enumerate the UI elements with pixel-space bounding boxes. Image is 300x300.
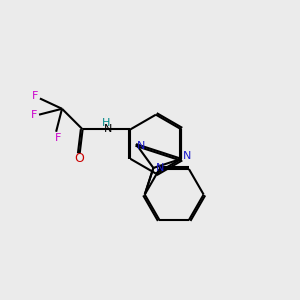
- Text: N: N: [137, 142, 146, 152]
- Text: N: N: [182, 152, 191, 161]
- Text: N: N: [156, 163, 164, 173]
- Text: O: O: [75, 152, 85, 165]
- Text: F: F: [54, 133, 61, 142]
- Text: N: N: [103, 124, 112, 134]
- Text: F: F: [32, 91, 38, 100]
- Text: F: F: [31, 110, 37, 120]
- Text: H: H: [101, 118, 110, 128]
